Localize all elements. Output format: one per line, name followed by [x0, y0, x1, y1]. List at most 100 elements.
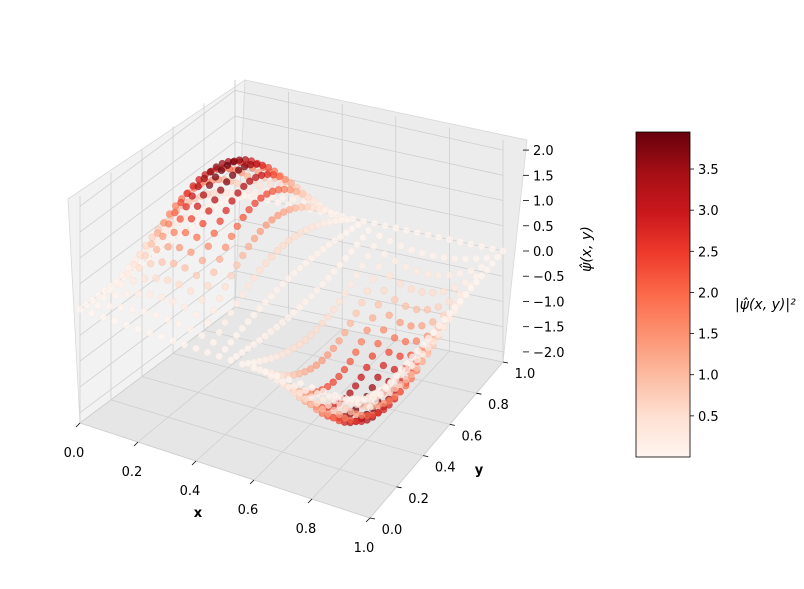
data-point	[369, 275, 377, 283]
data-point	[357, 373, 365, 381]
data-point	[169, 297, 177, 306]
z-tick-label: −1.0	[533, 295, 565, 310]
data-point	[324, 313, 332, 321]
data-point	[346, 389, 354, 397]
data-point	[354, 221, 362, 229]
data-point	[319, 395, 327, 404]
data-point	[227, 338, 235, 346]
data-point	[246, 177, 254, 185]
data-point	[402, 226, 411, 235]
data-point	[467, 240, 475, 248]
data-point	[234, 166, 243, 174]
data-point	[228, 197, 236, 205]
data-point	[199, 219, 207, 228]
data-point	[313, 249, 322, 258]
data-point	[408, 353, 417, 361]
data-point	[250, 364, 258, 372]
z-tick-label: 1.5	[533, 169, 554, 184]
data-point	[159, 232, 167, 241]
data-point	[281, 175, 289, 184]
data-point	[359, 217, 368, 225]
data-point	[187, 248, 195, 256]
data-point	[364, 226, 373, 235]
data-point	[472, 278, 481, 286]
data-point	[134, 325, 142, 333]
data-point	[391, 296, 399, 304]
data-point	[462, 291, 470, 299]
data-point	[456, 238, 464, 246]
data-point	[130, 260, 138, 268]
data-point	[445, 298, 453, 306]
data-point	[434, 303, 442, 311]
data-point	[429, 318, 437, 326]
data-point	[331, 391, 339, 399]
data-point	[342, 228, 350, 237]
data-point	[198, 296, 206, 304]
data-point	[392, 372, 401, 380]
data-point	[244, 318, 252, 326]
data-point	[129, 277, 137, 285]
data-point	[261, 298, 270, 306]
data-point	[209, 189, 218, 197]
data-point	[429, 289, 437, 297]
data-point	[240, 182, 248, 191]
data-point	[325, 392, 333, 400]
data-point	[194, 182, 202, 191]
data-point	[467, 267, 475, 275]
data-point	[295, 340, 304, 349]
floor-gridline	[110, 399, 397, 488]
data-point	[407, 370, 416, 379]
colorbar-tick-label: 0.5	[698, 410, 719, 425]
data-point	[261, 332, 269, 340]
data-point	[289, 195, 297, 204]
data-point	[451, 303, 459, 311]
data-point	[217, 186, 225, 194]
data-point	[141, 251, 150, 260]
data-point	[210, 268, 218, 276]
data-point	[412, 305, 421, 314]
data-point	[385, 311, 393, 319]
data-point	[111, 291, 120, 300]
data-point	[380, 287, 388, 295]
colorbar-tick-label: 3.0	[698, 204, 719, 219]
data-point	[232, 352, 241, 360]
data-point	[261, 368, 270, 376]
data-point	[331, 236, 339, 245]
data-point	[302, 226, 311, 234]
data-point	[324, 410, 332, 418]
data-point	[310, 197, 318, 205]
data-point	[134, 290, 143, 298]
data-point	[335, 337, 343, 345]
data-point	[329, 414, 338, 422]
data-point	[434, 271, 443, 279]
data-point	[390, 365, 399, 374]
data-points	[76, 156, 507, 427]
data-point	[424, 334, 433, 343]
data-point	[440, 315, 449, 324]
colorbar: 0.5 1.0 1.5 2.0 2.5 3.0 3.5 |ψ̂(x, y)|²	[635, 131, 796, 458]
data-point	[290, 344, 298, 352]
data-point	[285, 376, 293, 384]
data-point	[363, 287, 372, 295]
data-point	[227, 272, 235, 280]
data-point	[123, 270, 132, 278]
data-point	[164, 243, 172, 251]
data-point	[252, 173, 260, 182]
data-point	[402, 302, 410, 310]
data-point	[347, 280, 355, 289]
data-point	[290, 269, 298, 277]
x-tick-label: 0.8	[296, 522, 317, 537]
data-point	[140, 308, 148, 316]
data-point	[245, 206, 253, 214]
data-point	[250, 340, 258, 349]
data-point	[369, 314, 377, 322]
data-point	[188, 192, 196, 200]
data-point	[256, 227, 264, 236]
data-point	[117, 281, 126, 289]
data-point	[307, 365, 315, 373]
data-point	[278, 318, 287, 327]
data-point	[165, 220, 173, 228]
data-point	[153, 245, 161, 254]
data-point	[308, 383, 316, 392]
data-point	[397, 242, 405, 250]
